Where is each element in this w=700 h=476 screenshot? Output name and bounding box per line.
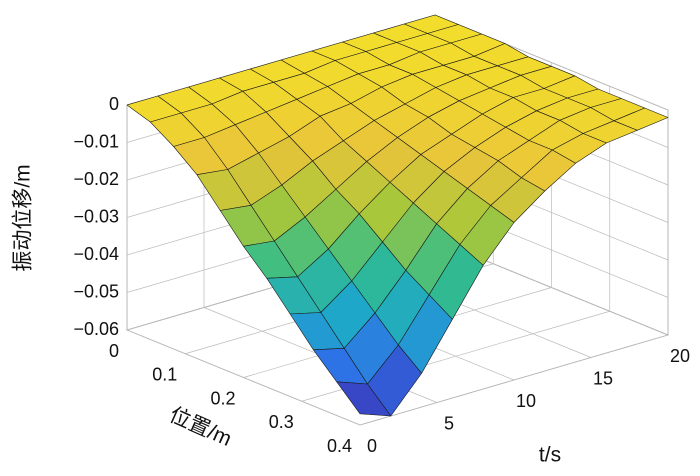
- z-axis-label: 振动位移/m: [12, 164, 35, 271]
- y-axis-label: t/s: [539, 444, 561, 467]
- y-tick-label: 20: [670, 346, 690, 366]
- x-tick-label: 0.1: [152, 365, 177, 385]
- x-tick-label: 0.4: [327, 436, 352, 456]
- surface-patch: [336, 381, 392, 417]
- z-tick-label: −0.01: [73, 131, 119, 151]
- y-tick-label: 0: [367, 436, 377, 456]
- y-tick-label: 10: [516, 391, 536, 411]
- x-tick-label: 0: [109, 341, 119, 361]
- y-tick-label: 15: [593, 368, 613, 388]
- x-axis-label: 位置/m: [166, 403, 235, 451]
- z-tick-label: −0.03: [73, 206, 119, 226]
- grid-line: [126, 329, 361, 426]
- z-tick-label: −0.04: [73, 244, 119, 264]
- y-tick-label: 5: [444, 413, 454, 433]
- x-tick-label: 0.2: [210, 388, 235, 408]
- z-tick-label: −0.05: [73, 281, 119, 301]
- z-tick-label: −0.02: [73, 169, 119, 189]
- z-tick-label: 0: [109, 94, 119, 114]
- z-tick-label: −0.06: [73, 319, 119, 339]
- x-tick-label: 0.3: [269, 412, 294, 432]
